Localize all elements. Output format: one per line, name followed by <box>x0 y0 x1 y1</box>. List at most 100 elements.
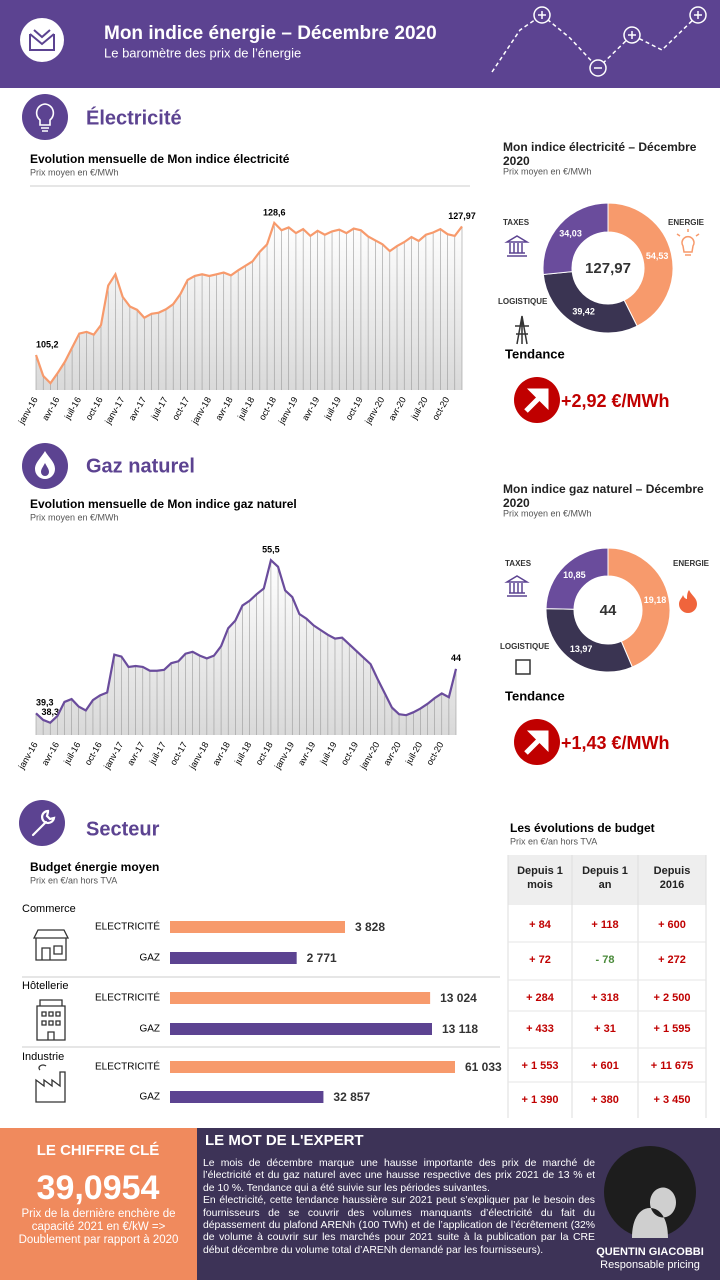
table-cell: + 1 390 <box>521 1094 558 1106</box>
donut-slice <box>607 547 671 668</box>
x-tick-label: juil-19 <box>318 740 339 767</box>
table-cell: + 1 553 <box>521 1060 558 1072</box>
bulb-icon <box>35 103 55 132</box>
data-label: 32 857 <box>333 1090 370 1104</box>
flame-icon <box>679 590 697 613</box>
table-cell: - 78 <box>596 954 615 966</box>
series-label: GAZ <box>139 1024 160 1035</box>
x-tick-label: juil-17 <box>147 740 168 767</box>
table-cell: + 318 <box>591 992 619 1004</box>
x-tick-label: juil-19 <box>322 395 343 422</box>
section-icon <box>22 94 68 140</box>
table-cell: + 118 <box>591 919 618 931</box>
x-tick-label: janv-18 <box>189 395 213 426</box>
series-label: ELECTRICITÉ <box>95 920 160 933</box>
table-cell: + 2 500 <box>653 992 690 1004</box>
table-cell: + 272 <box>658 954 686 966</box>
expert-text: Le mois de décembre marque une hausse im… <box>203 1158 595 1257</box>
x-tick-label: juil-20 <box>403 740 424 767</box>
x-tick-label: oct-20 <box>430 395 451 422</box>
x-tick-label: janv-18 <box>187 740 211 771</box>
chart-title: Evolution mensuelle de Mon indice gaz na… <box>30 497 297 511</box>
series-label: ELECTRICITÉ <box>95 991 160 1004</box>
data-label: 38,3 <box>41 707 59 717</box>
x-tick-label: avr-18 <box>213 395 234 422</box>
data-label: 127,97 <box>448 211 476 221</box>
section-title: Électricité <box>86 106 182 129</box>
x-tick-label: oct-19 <box>339 740 360 767</box>
expert-name: QUENTIN GIACOBBI <box>596 1246 704 1258</box>
photo-silhouette <box>632 1187 676 1238</box>
x-tick-label: avr-19 <box>296 740 317 767</box>
data-label: 54,53 <box>646 251 669 261</box>
x-tick-label: janv-20 <box>358 740 382 771</box>
bar <box>170 921 345 933</box>
x-tick-label: avr-18 <box>211 740 232 767</box>
table-grid <box>507 855 707 1118</box>
column-header: Depuis 1 an <box>582 865 628 891</box>
expert-paragraph: Le mois de décembre marque une hausse im… <box>203 1158 595 1194</box>
x-tick-label: oct-18 <box>254 740 275 767</box>
x-tick-label: janv-20 <box>362 395 386 426</box>
section-title: Secteur <box>86 818 160 840</box>
table-cell: + 84 <box>529 919 552 931</box>
group-label: Hôtellerie <box>22 980 68 992</box>
expert-role: Responsable pricing <box>600 1259 700 1271</box>
data-label: 44 <box>451 653 461 663</box>
series-label: GAZ <box>139 953 160 964</box>
series-label: GAZ <box>139 1092 160 1103</box>
table-cell: + 600 <box>658 919 686 931</box>
data-label: 105,2 <box>36 339 59 349</box>
x-tick-label: oct-17 <box>168 740 189 767</box>
area <box>36 222 462 390</box>
data-label: 128,6 <box>263 207 286 217</box>
data-label: 39,3 <box>36 698 54 708</box>
photo <box>604 1146 696 1238</box>
sector-icons <box>32 929 70 1103</box>
x-tick-label: avr-17 <box>127 395 148 422</box>
donut-title: Mon indice électricité – Décembre 2020 <box>503 140 697 168</box>
category-label: ENERGIE <box>668 218 705 227</box>
series-label: ELECTRICITÉ <box>95 1060 160 1073</box>
logo-icon <box>29 29 55 51</box>
donut-slice <box>545 547 609 610</box>
x-tick-label: avr-20 <box>387 395 408 422</box>
data-label: 55,5 <box>262 545 280 555</box>
data-label: 13,97 <box>570 644 593 654</box>
chart-subtitle: Prix moyen en €/MWh <box>503 166 592 176</box>
category-label: ENERGIE <box>673 559 710 568</box>
donut-slice <box>542 202 609 276</box>
x-tick-label: juil-16 <box>62 395 83 422</box>
x-tick-label: janv-16 <box>16 395 40 426</box>
expert-paragraph: En électricité, cette tendance haussière… <box>203 1195 595 1256</box>
x-tick-label: janv-19 <box>276 395 300 426</box>
data-label: 2 771 <box>307 951 337 965</box>
x-tick-label: juil-20 <box>409 395 430 422</box>
key-figure-bg <box>0 1128 197 1280</box>
chart-title: Evolution mensuelle de Mon indice électr… <box>30 152 290 166</box>
bar <box>170 1061 455 1073</box>
x-tick-label: juil-18 <box>232 740 253 767</box>
x-tick-label: janv-16 <box>16 740 40 771</box>
chart-subtitle: Prix en €/an hors TVA <box>30 875 117 885</box>
x-tick-label: oct-18 <box>257 395 278 422</box>
table-cell: + 31 <box>594 1023 616 1035</box>
x-tick-label: avr-17 <box>125 740 146 767</box>
donut-slice <box>542 271 638 334</box>
logo <box>20 18 64 62</box>
category-label: LOGISTIQUE <box>500 642 550 651</box>
table-cell: + 11 675 <box>651 1060 694 1072</box>
group-label: Industrie <box>22 1051 64 1063</box>
x-tick-label: oct-19 <box>344 395 365 422</box>
table-cell: + 433 <box>526 1023 554 1035</box>
table-subtitle: Prix en €/an hors TVA <box>510 836 597 846</box>
table-cell: + 601 <box>591 1060 619 1072</box>
header-decoration <box>491 6 707 77</box>
line <box>34 220 463 385</box>
trend-arrow <box>524 388 549 413</box>
bar <box>170 952 297 964</box>
donut-total: 44 <box>600 602 617 619</box>
data-label: 10,85 <box>563 570 586 580</box>
